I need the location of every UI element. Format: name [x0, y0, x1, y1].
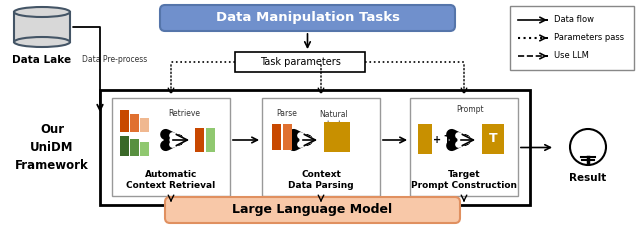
- Bar: [130, 114, 139, 132]
- Text: T: T: [489, 133, 497, 145]
- Bar: [262, 98, 380, 196]
- Bar: [324, 122, 350, 152]
- Circle shape: [570, 129, 606, 165]
- Bar: [112, 98, 230, 196]
- Text: Context
Data Parsing: Context Data Parsing: [288, 170, 354, 190]
- Text: Prompt: Prompt: [456, 106, 484, 114]
- Text: Data Manipulation Tasks: Data Manipulation Tasks: [216, 11, 399, 24]
- Text: Large Language Model: Large Language Model: [232, 203, 392, 216]
- Bar: [510, 6, 634, 70]
- Text: Parameters pass: Parameters pass: [554, 34, 624, 42]
- Bar: [418, 124, 432, 154]
- Text: Natural
text: Natural text: [319, 110, 348, 129]
- Text: Data Lake: Data Lake: [12, 55, 72, 65]
- Ellipse shape: [14, 7, 70, 17]
- Text: Retrieve: Retrieve: [168, 109, 200, 117]
- Text: Data Pre-process: Data Pre-process: [83, 55, 148, 64]
- Text: Target
Prompt Construction: Target Prompt Construction: [411, 170, 517, 190]
- Bar: [120, 136, 129, 156]
- Text: + T: + T: [433, 135, 451, 145]
- Ellipse shape: [14, 37, 70, 47]
- Text: Task parameters: Task parameters: [260, 57, 340, 67]
- Text: Result: Result: [570, 173, 607, 183]
- Bar: [235, 52, 365, 72]
- Bar: [140, 142, 149, 156]
- FancyBboxPatch shape: [160, 5, 455, 31]
- Bar: [120, 110, 129, 132]
- Text: Use LLM: Use LLM: [554, 51, 589, 61]
- Bar: [130, 139, 139, 156]
- Bar: [100, 90, 530, 205]
- Bar: [410, 98, 518, 196]
- Bar: [283, 124, 292, 150]
- Bar: [206, 128, 215, 152]
- FancyBboxPatch shape: [165, 197, 460, 223]
- Bar: [272, 124, 281, 150]
- Text: Our
UniDM
Framework: Our UniDM Framework: [15, 123, 89, 172]
- Text: Parse: Parse: [276, 109, 298, 117]
- Text: Automatic
Context Retrieval: Automatic Context Retrieval: [126, 170, 216, 190]
- Text: Data flow: Data flow: [554, 16, 594, 24]
- Bar: [482, 124, 504, 154]
- Bar: [14, 12, 70, 42]
- Bar: [195, 128, 204, 152]
- Bar: [140, 118, 149, 132]
